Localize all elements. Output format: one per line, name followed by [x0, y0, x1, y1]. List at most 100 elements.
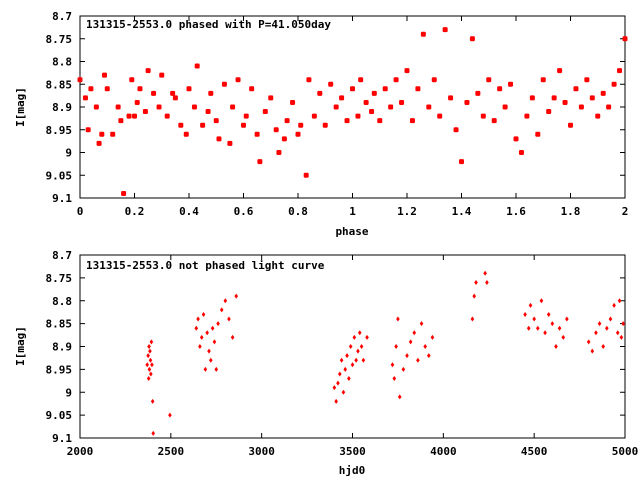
data-point — [350, 362, 355, 368]
y-tick-label: 8.95 — [46, 124, 73, 137]
data-point — [392, 376, 397, 382]
data-point — [82, 95, 88, 101]
data-point — [357, 330, 362, 336]
data-point — [464, 99, 470, 105]
data-point — [606, 104, 612, 110]
y-tick-label: 8.8 — [52, 56, 72, 69]
data-point — [524, 113, 530, 119]
data-point — [382, 86, 388, 92]
data-point — [213, 118, 219, 124]
data-point — [168, 412, 172, 418]
data-point — [419, 321, 424, 327]
data-point — [459, 159, 464, 165]
data-point — [145, 362, 150, 368]
data-point — [311, 113, 317, 119]
data-point — [343, 366, 348, 372]
data-point — [427, 353, 431, 359]
data-point — [369, 109, 375, 115]
data-point — [147, 344, 151, 349]
data-point — [562, 99, 568, 105]
data-point — [290, 99, 296, 105]
data-point — [394, 344, 398, 349]
data-point — [126, 113, 132, 119]
data-point — [77, 77, 83, 83]
x-tick-label: 0.2 — [125, 205, 145, 218]
x-tick-label: 2500 — [158, 445, 185, 458]
data-point — [617, 68, 623, 74]
y-tick-label: 8.7 — [52, 10, 72, 23]
data-point — [557, 325, 562, 331]
data-point — [475, 90, 481, 96]
x-tick-label: 2000 — [67, 445, 94, 458]
x-tick-label: 1.2 — [397, 205, 417, 218]
data-point — [150, 398, 155, 404]
x-tick-label: 2 — [622, 205, 629, 218]
data-point — [159, 72, 165, 78]
data-point — [146, 376, 151, 382]
data-point — [397, 394, 402, 400]
data-point — [262, 109, 268, 115]
data-point — [151, 90, 157, 96]
data-point — [361, 357, 366, 363]
data-point — [415, 86, 421, 92]
data-point — [178, 122, 184, 128]
plot-frame — [79, 254, 626, 439]
data-point — [339, 95, 345, 101]
x-tick-label: 0 — [77, 205, 84, 218]
data-point — [191, 104, 197, 110]
data-point — [216, 321, 220, 327]
data-point — [485, 279, 489, 285]
data-point — [354, 357, 358, 363]
data-point — [227, 140, 233, 146]
data-point — [600, 90, 606, 96]
y-tick-label: 8.85 — [46, 318, 73, 331]
y-axis-label: I[mag] — [14, 326, 27, 366]
data-point — [412, 330, 417, 336]
data-point — [268, 95, 274, 101]
data-point — [472, 293, 477, 299]
data-point — [508, 81, 514, 87]
data-point — [483, 270, 487, 276]
data-point — [205, 330, 209, 336]
data-point — [96, 140, 102, 146]
data-point — [453, 127, 459, 133]
data-point — [442, 27, 448, 33]
data-point — [388, 104, 394, 110]
data-point — [539, 298, 544, 304]
data-point — [223, 298, 228, 304]
data-point — [149, 339, 154, 345]
data-point — [257, 159, 263, 165]
unphased-light-curve-panel: 2000 2500 3000 3500 4000 4500 5000 8.7 8.75 8.8 8.… — [14, 249, 638, 477]
data-point — [205, 109, 211, 115]
data-point — [339, 357, 344, 363]
data-point — [295, 131, 301, 137]
data-point — [546, 109, 552, 115]
data-point — [617, 298, 622, 304]
data-point — [115, 104, 121, 110]
y-tick-label: 9 — [65, 147, 72, 160]
data-point — [619, 334, 624, 340]
data-point — [426, 104, 432, 110]
data-point — [396, 316, 400, 322]
data-point — [526, 325, 531, 331]
data-point — [608, 316, 613, 322]
data-point — [345, 353, 349, 359]
data-point — [347, 376, 351, 382]
x-tick-label: 4000 — [430, 445, 457, 458]
data-point — [137, 86, 143, 92]
data-point — [199, 334, 204, 340]
data-point — [134, 99, 140, 105]
data-point — [573, 86, 579, 92]
data-point — [129, 77, 135, 83]
data-point — [249, 86, 255, 92]
data-point — [102, 72, 108, 78]
data-point — [148, 348, 152, 354]
data-point — [234, 293, 239, 299]
data-point — [431, 77, 437, 83]
data-point — [110, 131, 116, 137]
data-point — [317, 90, 323, 96]
data-point — [529, 95, 535, 101]
data-point — [172, 95, 178, 101]
data-point — [132, 113, 137, 119]
x-tick-label: 1 — [349, 205, 356, 218]
